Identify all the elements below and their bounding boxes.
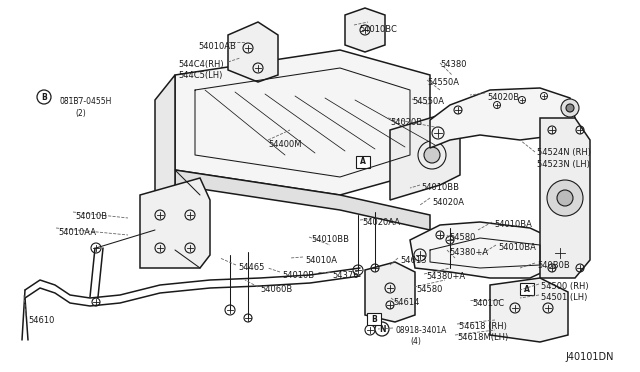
Text: 54580: 54580 [416, 285, 442, 294]
Text: 54613: 54613 [400, 256, 426, 265]
Text: 54380: 54380 [440, 60, 467, 69]
Text: (4): (4) [410, 337, 421, 346]
Polygon shape [390, 115, 460, 200]
Polygon shape [175, 50, 430, 195]
Text: B: B [371, 314, 377, 324]
Text: 54010A: 54010A [305, 256, 337, 265]
Polygon shape [155, 75, 175, 210]
Text: 54010BB: 54010BB [421, 183, 459, 192]
Text: 54060B: 54060B [260, 285, 292, 294]
Text: 54523N (LH): 54523N (LH) [537, 160, 590, 169]
Text: 54020A: 54020A [432, 198, 464, 207]
Circle shape [424, 147, 440, 163]
Text: 54400M: 54400M [268, 140, 301, 149]
Text: (2): (2) [75, 109, 86, 118]
Text: 54501 (LH): 54501 (LH) [541, 293, 588, 302]
Polygon shape [345, 8, 385, 52]
Text: 54380+A: 54380+A [426, 272, 465, 281]
FancyBboxPatch shape [356, 156, 370, 168]
Text: A: A [524, 285, 530, 294]
Text: 54550A: 54550A [412, 97, 444, 106]
Polygon shape [140, 178, 210, 268]
Text: 08918-3401A: 08918-3401A [395, 326, 446, 335]
Text: 54010AA: 54010AA [58, 228, 96, 237]
Text: 54010C: 54010C [472, 299, 504, 308]
Text: 54618M(LH): 54618M(LH) [457, 333, 508, 342]
Text: 544C4(RH): 544C4(RH) [178, 60, 223, 69]
Text: 54500 (RH): 54500 (RH) [541, 282, 589, 291]
Circle shape [557, 190, 573, 206]
Polygon shape [228, 22, 278, 82]
Polygon shape [410, 222, 560, 278]
Circle shape [375, 322, 389, 336]
Text: 54580: 54580 [449, 233, 476, 242]
Text: 54614: 54614 [393, 298, 419, 307]
Polygon shape [490, 278, 568, 342]
Text: 54020AA: 54020AA [362, 218, 400, 227]
Polygon shape [175, 170, 430, 230]
Text: 54618 (RH): 54618 (RH) [459, 322, 507, 331]
Text: B: B [41, 93, 47, 102]
Text: 54010B: 54010B [282, 271, 314, 280]
Text: 54010AB: 54010AB [198, 42, 236, 51]
Text: 54465: 54465 [238, 263, 264, 272]
Text: A: A [360, 157, 366, 167]
Polygon shape [430, 88, 575, 148]
Circle shape [561, 99, 579, 117]
Text: 54010BB: 54010BB [311, 235, 349, 244]
Text: 54380+A: 54380+A [449, 248, 488, 257]
Text: 54524N (RH): 54524N (RH) [537, 148, 591, 157]
Text: 54020B: 54020B [487, 93, 519, 102]
Text: 081B7-0455H: 081B7-0455H [60, 97, 113, 106]
Text: 544C5(LH): 544C5(LH) [178, 71, 222, 80]
Text: J40101DN: J40101DN [565, 352, 614, 362]
Circle shape [547, 180, 583, 216]
FancyBboxPatch shape [367, 313, 381, 325]
Text: 54010B: 54010B [75, 212, 107, 221]
Text: 540B0B: 540B0B [537, 261, 570, 270]
Text: 54550A: 54550A [427, 78, 459, 87]
Text: 54610: 54610 [28, 316, 54, 325]
Polygon shape [540, 118, 590, 278]
Text: 54010BC: 54010BC [359, 25, 397, 34]
FancyBboxPatch shape [520, 283, 534, 295]
Polygon shape [365, 262, 415, 322]
Circle shape [566, 104, 574, 112]
Text: 54010BA: 54010BA [494, 220, 532, 229]
Circle shape [37, 90, 51, 104]
Text: N: N [379, 324, 385, 334]
Text: 54020B: 54020B [390, 118, 422, 127]
Text: 54010BA: 54010BA [498, 243, 536, 252]
Text: 54376: 54376 [332, 271, 358, 280]
